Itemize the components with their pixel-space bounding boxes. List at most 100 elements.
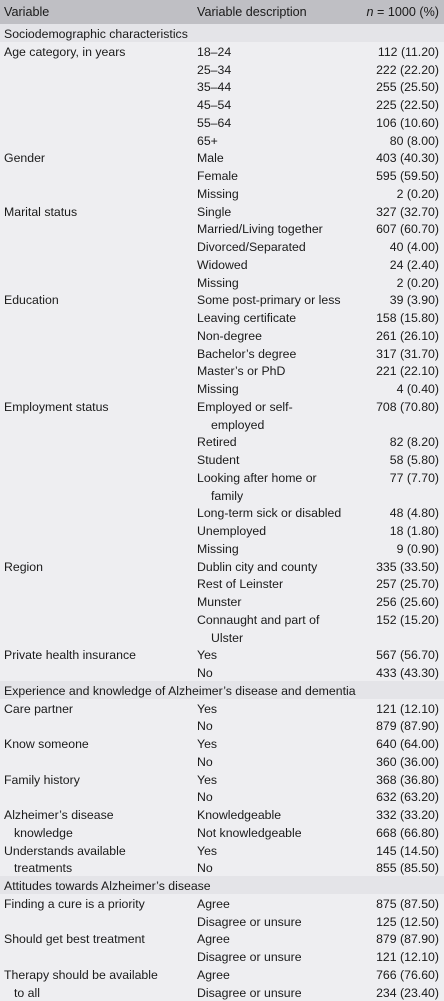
count-cell: 39 (3.90) — [389, 293, 439, 308]
table-row: Long-term sick or disabled 48 (4.80) — [0, 503, 444, 521]
table-row: to all Disagree or unsure 234 (23.40) — [0, 983, 444, 1001]
count-cell: 80 (8.00) — [389, 133, 439, 148]
section-title: Sociodemographic characteristics — [4, 27, 188, 41]
count-cell: 708 (70.80) — [376, 399, 439, 414]
table-row: Non-degree 261 (26.10) — [0, 326, 444, 344]
variable-cell: Know someone — [4, 737, 89, 751]
description-cell: Disagree or unsure — [197, 914, 302, 929]
table-row: Therapy should be available Agree 766 (76.… — [0, 965, 444, 983]
description-cell: No — [197, 666, 213, 680]
count-cell: 766 (76.60) — [376, 967, 439, 982]
table-row: Leaving certificate 158 (15.80) — [0, 308, 444, 326]
table-row: Master’s or PhD 221 (22.10) — [0, 361, 444, 379]
description-cell: No — [197, 861, 213, 876]
description-cell: 18–24 — [197, 44, 232, 59]
description-cell: Master’s or PhD — [197, 364, 286, 379]
description-cell: Rest of Leinster — [197, 577, 284, 592]
count-cell: 77 (7.70) — [389, 470, 439, 485]
table-row: Married/Living together 607 (60.70) — [0, 219, 444, 237]
count-cell: 879 (87.90) — [376, 932, 439, 947]
variable-cell: Finding a cure is a priority — [4, 896, 145, 911]
table-row: Know someone Yes 640 (64.00) — [0, 734, 444, 752]
section-header-row: Experience and knowledge of Alzheimer’s … — [0, 680, 444, 699]
table-row: Widowed 24 (2.40) — [0, 255, 444, 273]
variable-cell: Gender — [4, 151, 46, 166]
count-cell: 24 (2.40) — [389, 257, 439, 272]
description-cell: Divorced/Separated — [197, 240, 306, 254]
description-cell: Employed or self- — [197, 399, 293, 414]
count-cell: 2 (0.20) — [396, 275, 439, 290]
table-row: Disagree or unsure 125 (12.50) — [0, 912, 444, 930]
description-cell: Missing — [197, 541, 239, 556]
table-row: Missing 2 (0.20) — [0, 273, 444, 291]
table-row: employed — [0, 415, 444, 433]
variable-cell: Private health insurance — [4, 648, 136, 663]
description-cell: 45–54 — [197, 98, 232, 112]
table-row: Looking after home or 77 (7.70) — [0, 468, 444, 486]
description-cell: Not knowledgeable — [197, 825, 302, 840]
table-row: No 879 (87.90) — [0, 716, 444, 734]
count-cell: 112 (11.20) — [377, 44, 439, 59]
count-cell: 875 (87.50) — [376, 896, 439, 911]
description-cell: Female — [197, 169, 239, 183]
count-cell: 18 (1.80) — [389, 524, 439, 538]
variable-cell: Age category, in years — [4, 44, 126, 59]
count-cell: 9 (0.90) — [396, 541, 439, 556]
count-cell: 317 (31.70) — [376, 346, 439, 361]
count-cell: 879 (87.90) — [376, 719, 439, 734]
description-cell: Looking after home or — [197, 470, 317, 485]
count-cell: 668 (66.80) — [376, 825, 439, 840]
header-count: n = 1000 (%) — [367, 4, 439, 20]
table-row: Finding a cure is a priority Agree 875 (87… — [0, 894, 444, 912]
count-cell: 4 (0.40) — [396, 382, 439, 396]
count-cell: 225 (22.50) — [376, 98, 439, 112]
count-cell: 327 (32.70) — [376, 204, 439, 219]
description-cell: Disagree or unsure — [197, 985, 302, 1000]
count-cell: 82 (8.20) — [389, 435, 439, 450]
description-cell: 65+ — [197, 133, 218, 148]
section-title: Attitudes towards Alzheimer’s disease — [4, 879, 211, 893]
count-cell: 360 (36.00) — [376, 754, 439, 769]
count-cell: 121 (12.10) — [376, 950, 439, 964]
header-count-rest: = 1000 (%) — [373, 5, 439, 19]
table-row: Missing 4 (0.40) — [0, 379, 444, 397]
table-row: Age category, in years 18–24 112 (11.20) — [0, 42, 444, 60]
variable-cell: Should get best treatment — [4, 932, 145, 947]
description-cell: Yes — [197, 701, 218, 716]
variable-cell: Care partner — [4, 701, 74, 716]
variable-cell: Education — [4, 293, 59, 308]
variable-cell: Employment status — [4, 399, 109, 414]
description-cell: Missing — [197, 275, 239, 290]
description-cell: Leaving certificate — [197, 311, 297, 325]
table-row: Region Dublin city and county 335 (33.50) — [0, 557, 444, 575]
count-cell: 433 (43.30) — [376, 666, 439, 680]
description-cell: family — [211, 488, 244, 503]
table-row: Missing 9 (0.90) — [0, 539, 444, 557]
table-row: Understands available Yes 145 (14.50) — [0, 841, 444, 859]
count-cell: 567 (56.70) — [376, 648, 439, 663]
table-row: Female 595 (59.50) — [0, 166, 444, 184]
variable-cell: Marital status — [4, 204, 78, 219]
description-cell: Male — [197, 151, 224, 166]
description-cell: No — [197, 790, 213, 805]
count-cell: 125 (12.50) — [376, 914, 439, 929]
description-cell: Missing — [197, 382, 239, 396]
description-cell: Bachelor’s degree — [197, 346, 297, 361]
description-cell: Some post-primary or less — [197, 293, 341, 308]
variable-cell: Therapy should be available — [4, 967, 158, 982]
count-cell: 158 (15.80) — [376, 311, 439, 325]
count-cell: 48 (4.80) — [389, 506, 439, 521]
description-cell: Non-degree — [197, 328, 262, 343]
table-row: Retired 82 (8.20) — [0, 432, 444, 450]
count-cell: 221 (22.10) — [376, 364, 439, 379]
description-cell: Unemployed — [197, 524, 267, 538]
description-cell: Missing — [197, 186, 239, 201]
description-cell: Widowed — [197, 257, 248, 272]
description-cell: Disagree or unsure — [197, 950, 302, 964]
section-header-row: Attitudes towards Alzheimer’s disease — [0, 876, 444, 894]
count-cell: 261 (26.10) — [376, 328, 439, 343]
table-row: Student 58 (5.80) — [0, 450, 444, 468]
table-row: Employment status Employed or self- 708 (7… — [0, 397, 444, 415]
table-row: No 433 (43.30) — [0, 663, 444, 681]
table-row: 45–54 225 (22.50) — [0, 95, 444, 113]
